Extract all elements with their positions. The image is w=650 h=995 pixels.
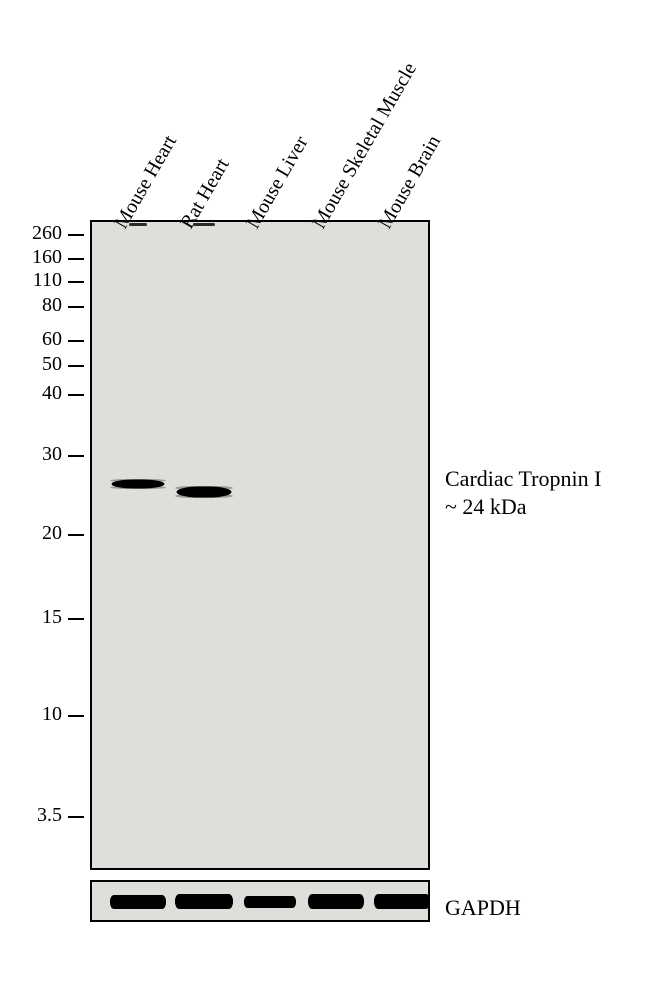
mw-tick bbox=[68, 281, 84, 283]
gapdh-text: GAPDH bbox=[445, 895, 521, 920]
mw-label: 20 bbox=[18, 522, 62, 545]
target-size: ~ 24 kDa bbox=[445, 494, 527, 519]
artifact-mark bbox=[193, 223, 215, 226]
target-protein-label: Cardiac Tropnin I ~ 24 kDa bbox=[445, 465, 601, 520]
mw-label: 50 bbox=[18, 353, 62, 376]
mw-label: 110 bbox=[18, 269, 62, 292]
lane-label: Mouse Liver bbox=[242, 133, 313, 233]
target-name: Cardiac Tropnin I bbox=[445, 466, 601, 491]
lane-label: Mouse Heart bbox=[110, 132, 182, 233]
mw-tick bbox=[68, 394, 84, 396]
mw-tick bbox=[68, 365, 84, 367]
lane-label: Mouse Brain bbox=[374, 132, 446, 233]
gapdh-band bbox=[374, 894, 430, 908]
mw-tick bbox=[68, 234, 84, 236]
mw-tick bbox=[68, 816, 84, 818]
gapdh-band bbox=[175, 894, 233, 908]
loading-control-label: GAPDH bbox=[445, 895, 521, 921]
mw-label: 40 bbox=[18, 382, 62, 405]
mw-label: 15 bbox=[18, 606, 62, 629]
mw-label: 10 bbox=[18, 703, 62, 726]
mw-tick bbox=[68, 340, 84, 342]
mw-tick bbox=[68, 618, 84, 620]
artifact-mark bbox=[129, 223, 147, 226]
mw-label: 30 bbox=[18, 443, 62, 466]
gapdh-band bbox=[244, 896, 296, 907]
mw-tick bbox=[68, 534, 84, 536]
mw-tick bbox=[68, 306, 84, 308]
gapdh-band bbox=[308, 894, 364, 908]
mw-tick bbox=[68, 455, 84, 457]
protein-band bbox=[177, 487, 231, 497]
gapdh-band bbox=[110, 895, 166, 908]
mw-tick bbox=[68, 258, 84, 260]
mw-label: 80 bbox=[18, 294, 62, 317]
protein-band bbox=[112, 480, 164, 488]
mw-tick bbox=[68, 715, 84, 717]
mw-label: 3.5 bbox=[18, 804, 62, 827]
mw-label: 60 bbox=[18, 328, 62, 351]
main-blot bbox=[90, 220, 430, 870]
mw-label: 160 bbox=[18, 246, 62, 269]
mw-label: 260 bbox=[18, 222, 62, 245]
